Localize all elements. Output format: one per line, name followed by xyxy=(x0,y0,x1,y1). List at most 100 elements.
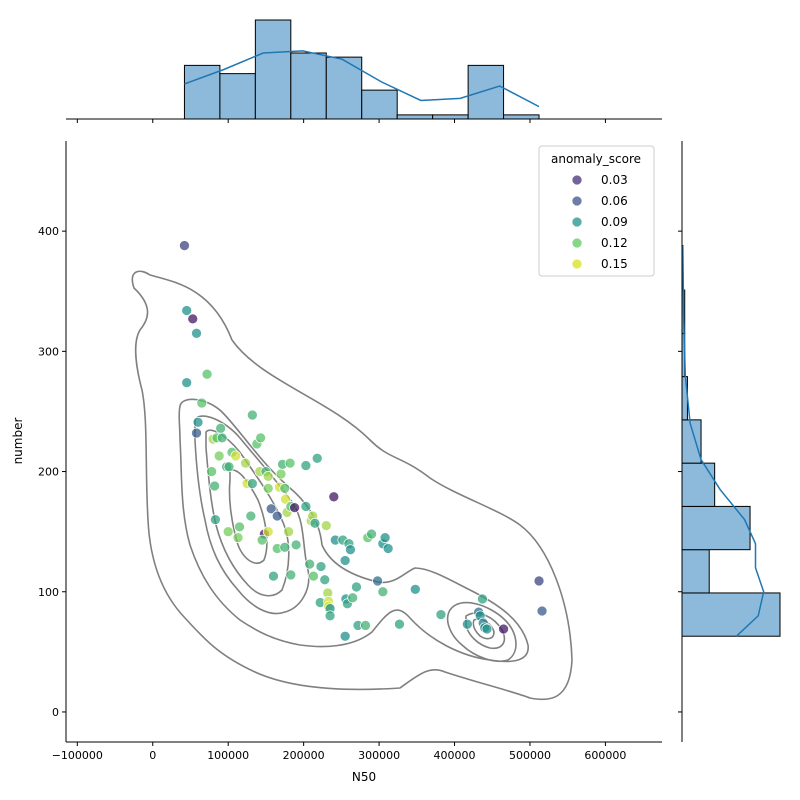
scatter-point xyxy=(289,502,300,513)
scatter-point xyxy=(409,583,421,595)
right-histogram-bar xyxy=(681,592,781,637)
y-tick-label: 200 xyxy=(38,466,59,479)
scatter-point xyxy=(283,526,294,538)
scatter-point xyxy=(477,593,488,605)
legend-label: 0.06 xyxy=(601,194,628,208)
scatter-point xyxy=(481,623,493,635)
right-kde-curve xyxy=(682,245,765,637)
scatter-point xyxy=(265,503,277,515)
x-tick-label: 300000 xyxy=(358,749,400,762)
x-tick-label: 100000 xyxy=(207,749,249,762)
scatter-point xyxy=(372,575,383,587)
scatter-point xyxy=(462,618,473,630)
scatter-point xyxy=(181,305,193,316)
kde-contour-level-3 xyxy=(194,415,310,615)
scatter-point xyxy=(366,528,377,540)
top-histogram-bar xyxy=(432,114,469,120)
scatter-point xyxy=(230,450,242,462)
scatter-point xyxy=(304,558,316,570)
scatter-point xyxy=(271,510,283,522)
top-histogram-bar xyxy=(467,64,505,120)
y-tick-label: 300 xyxy=(38,345,59,358)
scatter-point xyxy=(246,478,258,489)
kde-contour-level-2b xyxy=(446,601,517,662)
scatter-point xyxy=(216,432,228,444)
scatter-point xyxy=(536,605,548,617)
legend-marker xyxy=(571,195,583,207)
scatter-point xyxy=(223,461,235,473)
scatter-point xyxy=(339,555,351,566)
scatter-point xyxy=(351,581,362,593)
scatter-point xyxy=(311,452,323,464)
scatter-point xyxy=(246,409,258,421)
scatter-point xyxy=(300,501,312,512)
legend-label: 0.03 xyxy=(601,173,628,187)
x-tick-label: 400000 xyxy=(434,749,476,762)
right-histogram-bars xyxy=(681,245,781,637)
kde-contour-level-1 xyxy=(131,270,573,701)
scatter-point xyxy=(320,520,332,531)
scatter-point xyxy=(308,570,319,582)
legend-marker xyxy=(571,258,583,270)
top-marginal-ticks xyxy=(76,119,606,123)
scatter-point xyxy=(206,466,217,477)
scatter-point xyxy=(498,623,509,635)
scatter-point xyxy=(284,457,296,469)
x-tick-label: −100000 xyxy=(52,749,103,762)
scatter-point xyxy=(201,368,213,380)
scatter-point xyxy=(187,313,199,325)
scatter-point xyxy=(262,483,274,494)
scatter-point xyxy=(328,491,340,503)
scatter-point xyxy=(240,457,251,469)
scatter-point xyxy=(285,569,297,581)
legend-title: anomaly_score xyxy=(551,152,641,166)
legend-label: 0.09 xyxy=(601,215,628,229)
right-histogram-bar xyxy=(681,549,710,594)
top-histogram-bar xyxy=(290,52,327,120)
top-histogram-bar xyxy=(361,89,398,120)
scatter-point xyxy=(268,570,279,582)
scatter-point xyxy=(192,416,204,428)
scatter-point xyxy=(196,397,208,409)
scatter-point xyxy=(360,620,371,631)
top-histogram-bar xyxy=(325,56,363,120)
scatter-point xyxy=(215,422,227,434)
scatter-point xyxy=(377,586,389,598)
right-histogram-bar xyxy=(681,462,716,507)
scatter-point xyxy=(191,427,202,439)
top-histogram-bar xyxy=(254,19,292,120)
kde-contour-level-3b xyxy=(465,612,506,650)
scatter-point xyxy=(179,240,190,251)
legend-marker xyxy=(571,237,583,249)
top-histogram-bars xyxy=(183,19,540,120)
scatter-point xyxy=(339,630,351,642)
top-kde-curve xyxy=(184,50,540,108)
legend: anomaly_score 0.03 0.06 0.09 0.12 0.15 xyxy=(538,145,655,277)
x-axis-ticks: −100000 0 100000 200000 300000 400000 500000 60… xyxy=(52,742,626,762)
scatter-point xyxy=(209,480,220,492)
scatter-point xyxy=(245,510,257,522)
scatter-point xyxy=(234,521,245,533)
top-marginal-histogram xyxy=(66,19,662,123)
scatter-point xyxy=(255,432,266,444)
scatter-point xyxy=(345,544,356,556)
right-marginal-ticks xyxy=(678,230,682,713)
legend-entries: 0.03 0.06 0.09 0.12 0.15 xyxy=(571,173,628,271)
scatter-point xyxy=(181,377,193,388)
scatter-point xyxy=(279,541,291,553)
x-tick-label: 600000 xyxy=(584,749,626,762)
top-histogram-bar xyxy=(503,114,540,120)
scatter-point xyxy=(315,561,327,572)
scatter-point xyxy=(300,460,312,471)
scatter-point xyxy=(290,539,302,551)
scatter-point xyxy=(394,618,405,630)
x-tick-label: 0 xyxy=(149,749,156,762)
y-tick-label: 0 xyxy=(52,706,59,719)
scatter-point xyxy=(347,592,359,604)
top-histogram-bar xyxy=(183,64,221,120)
scatter-point xyxy=(232,532,244,544)
y-axis-label: number xyxy=(11,418,25,465)
scatter-point xyxy=(382,543,394,554)
scatter-point xyxy=(309,517,321,529)
